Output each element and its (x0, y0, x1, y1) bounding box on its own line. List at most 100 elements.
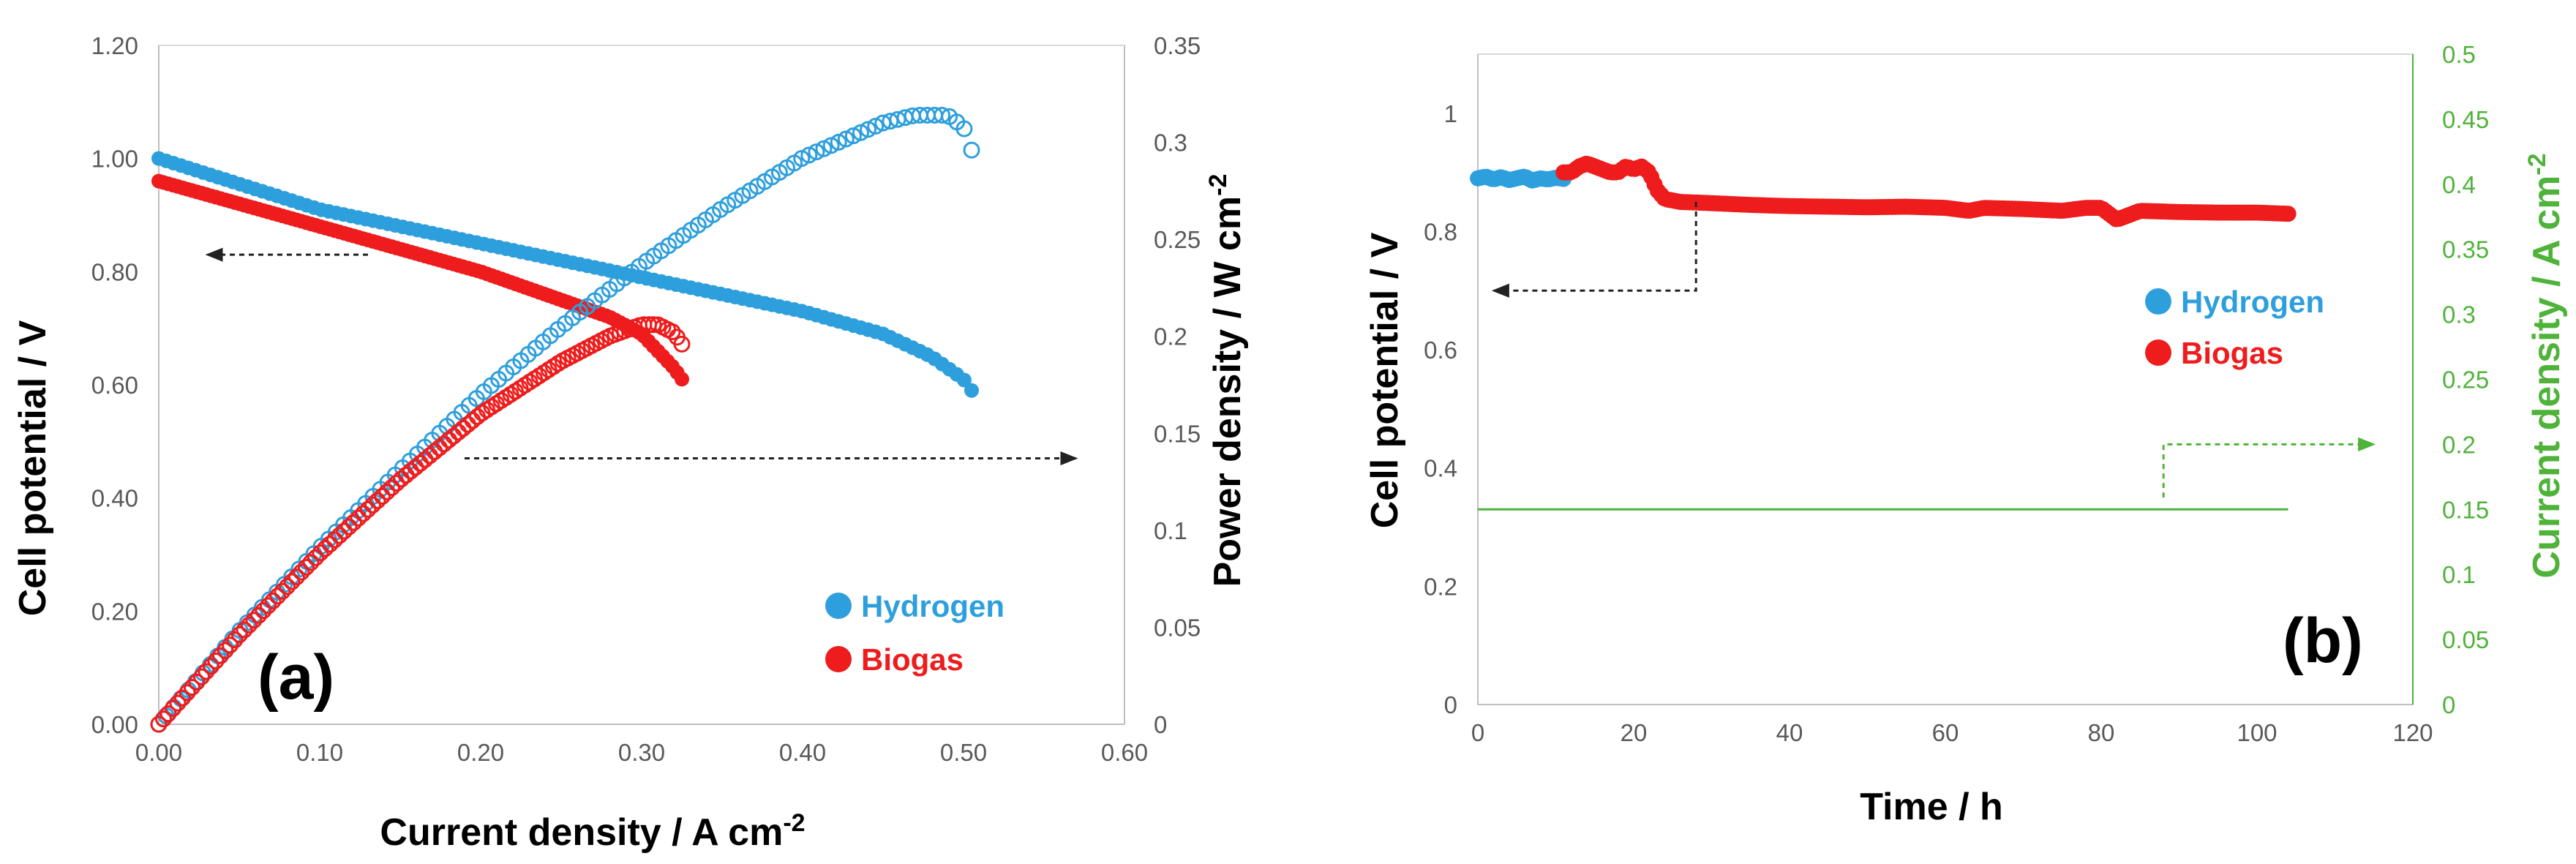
panel-a-point-biogas-power-density (464, 412, 481, 429)
panel-a-point-biogas-power-density (326, 531, 343, 549)
panel-a-point-biogas-power-density (321, 536, 339, 553)
panel-a-point-hydrogen-power-density (800, 146, 818, 164)
panel-a-legend-biogas-label: Biogas (861, 642, 964, 677)
panel-a-point-biogas-power-density (307, 549, 324, 566)
panel-a-point-biogas-power-density (412, 454, 429, 472)
panel-b-x-tick-label: 40 (1776, 719, 1803, 746)
panel-a-legend: Hydrogen Biogas (825, 589, 1005, 677)
panel-b-plot-area (1477, 53, 2414, 705)
panel-b-legend: Hydrogen Biogas (2145, 285, 2324, 370)
panel-a-point-hydrogen-power-density (837, 130, 855, 148)
panel-a-point-hydrogen-power-density (844, 127, 862, 145)
panel-b-legend-hydrogen-marker (2145, 288, 2171, 315)
panel-b-x-axis-title: Time / h (1860, 786, 2003, 828)
panel-a-point-hydrogen-power-density (830, 133, 847, 151)
panel-a-legend-biogas-marker (825, 646, 852, 672)
panel-a-y-left-tick-label: 0.60 (91, 372, 138, 399)
panel-a-point-biogas-power-density (245, 612, 263, 629)
panel-a-point-biogas-power-density (236, 621, 253, 639)
panel-a-point-biogas-power-density (193, 668, 210, 685)
panel-b-y-right-tick-label: 0.25 (2442, 367, 2489, 394)
panel-b-y-right-tick-label: 0.5 (2442, 41, 2476, 68)
panel-a-point-biogas-power-density (274, 582, 291, 600)
panel-a-point-biogas-cell-potential (675, 372, 689, 387)
panel-b-point-biogas-cell-potential (2280, 206, 2297, 222)
panel-a-point-biogas-power-density (165, 699, 181, 717)
panel-a-point-hydrogen-power-density (963, 141, 980, 159)
panel-b-y-right-tick-label: 0.15 (2442, 496, 2489, 523)
panel-a-x-tick-label: 0.00 (135, 739, 182, 766)
panel-b-legend-hydrogen-label: Hydrogen (2181, 285, 2324, 319)
panel-b-series-hydrogen-cell-potential (1470, 168, 1572, 189)
panel-a-point-biogas-power-density (279, 578, 296, 596)
panel-a-point-biogas-power-density (260, 597, 277, 615)
panel-a-point-biogas-power-density (155, 710, 172, 728)
panel-a-point-biogas-power-density (364, 496, 381, 514)
panel-a-point-hydrogen-cell-potential (964, 383, 979, 398)
panel-a-point-biogas-power-density (150, 715, 168, 733)
panel-b-y-axis-right-title: Current density / A cm-2 (2523, 153, 2568, 578)
panel-a-point-hydrogen-cell-potential (956, 372, 972, 388)
panel-b-y-axis-left-title: Cell potential / V (1364, 232, 1406, 528)
panel-a-x-tick-label: 0.50 (940, 739, 987, 766)
panel-b-x-tick-label: 120 (2392, 719, 2433, 746)
panel-b-y-left-tick-label: 0.2 (1424, 573, 1457, 600)
panel-b-chart: 0 20 40 60 80 100 120 0 0.2 0.4 0.6 0.8 1 0 0.05 0.1 0.1… (1364, 41, 2568, 828)
panel-a-point-hydrogen-power-density (822, 137, 840, 154)
panel-a-point-biogas-power-density (207, 653, 225, 670)
panel-a-x-tick-label: 0.40 (779, 739, 826, 766)
panel-a-y-right-tick-label: 0.2 (1154, 323, 1187, 350)
panel-a-y-right-tick-label: 0 (1154, 711, 1167, 738)
panel-b-x-tick-label: 60 (1932, 719, 1959, 746)
panel-a-point-biogas-power-density (454, 419, 472, 437)
panel-a-point-biogas-power-density (241, 616, 258, 634)
panel-a-x-tick-label: 0.60 (1101, 739, 1148, 766)
panel-a-y-axis-left-title: Cell potential / V (12, 320, 54, 616)
panel-a-point-biogas-power-density (174, 689, 191, 707)
panel-a-point-biogas-power-density (222, 636, 239, 654)
panel-b-x-tick-label: 100 (2237, 719, 2277, 746)
panel-a-point-biogas-power-density (293, 563, 310, 581)
panel-b-arrow-to-left-axis (1491, 202, 1697, 298)
panel-b-y-right-tick-label: 0 (2442, 691, 2455, 718)
panel-a-point-hydrogen-power-density (934, 106, 951, 124)
panel-a-point-biogas-power-density (355, 505, 372, 522)
panel-b-x-tick-label: 20 (1621, 719, 1648, 746)
panel-a-point-biogas-power-density (340, 518, 358, 536)
panel-a-point-biogas-power-density (226, 631, 244, 649)
panel-b-y-right-tick-label: 0.3 (2442, 301, 2476, 328)
panel-a-point-hydrogen-power-density (808, 143, 825, 161)
panel-a-x-tick-label: 0.20 (457, 739, 504, 766)
panel-b-y-left-tick-label: 0.8 (1424, 218, 1457, 245)
panel-b-y-right-tick-label: 0.05 (2442, 626, 2489, 653)
panel-a-point-biogas-power-density (374, 487, 391, 505)
panel-b-y-right-tick-label: 0.1 (2442, 561, 2476, 588)
panel-a-point-biogas-power-density (217, 642, 234, 659)
panel-a-point-biogas-power-density (378, 483, 396, 500)
panel-a-point-biogas-power-density (179, 684, 196, 702)
panel-b-y-left-tick-label: 0 (1444, 691, 1457, 718)
panel-a-point-biogas-power-density (288, 568, 305, 586)
panel-b-x-tick-label: 80 (2088, 719, 2115, 746)
panel-a-point-biogas-power-density (169, 694, 187, 712)
panel-a-y-right-tick-label: 0.05 (1154, 614, 1201, 641)
panel-b-legend-biogas-label: Biogas (2181, 336, 2283, 370)
panel-a-point-biogas-power-density (664, 323, 681, 340)
panel-a-series-biogas-power-density (150, 316, 691, 733)
panel-a-y-left-tick-label: 0.20 (91, 598, 138, 625)
panel-b-y-right-tick-label: 0.35 (2442, 236, 2489, 263)
panel-a-series-hydrogen-cell-potential (151, 151, 979, 398)
panel-a-point-biogas-power-density (250, 606, 267, 624)
panel-a-y-left-tick-label: 1.20 (91, 32, 138, 59)
panel-a-point-biogas-power-density (264, 592, 282, 609)
panel-a-point-biogas-power-density (359, 500, 377, 518)
panel-b-y-left-tick-label: 1 (1444, 100, 1457, 127)
panel-a-point-biogas-power-density (350, 509, 367, 527)
panel-b-y-left-tick-label: 0.6 (1424, 337, 1457, 364)
panel-b-legend-biogas-marker (2145, 339, 2171, 366)
panel-a-series-biogas-cell-potential (151, 173, 689, 387)
panel-a-y-left-tick-label: 0.40 (91, 485, 138, 512)
panel-a-x-tick-label: 0.10 (296, 739, 343, 766)
panel-a-point-biogas-power-density (459, 416, 476, 433)
